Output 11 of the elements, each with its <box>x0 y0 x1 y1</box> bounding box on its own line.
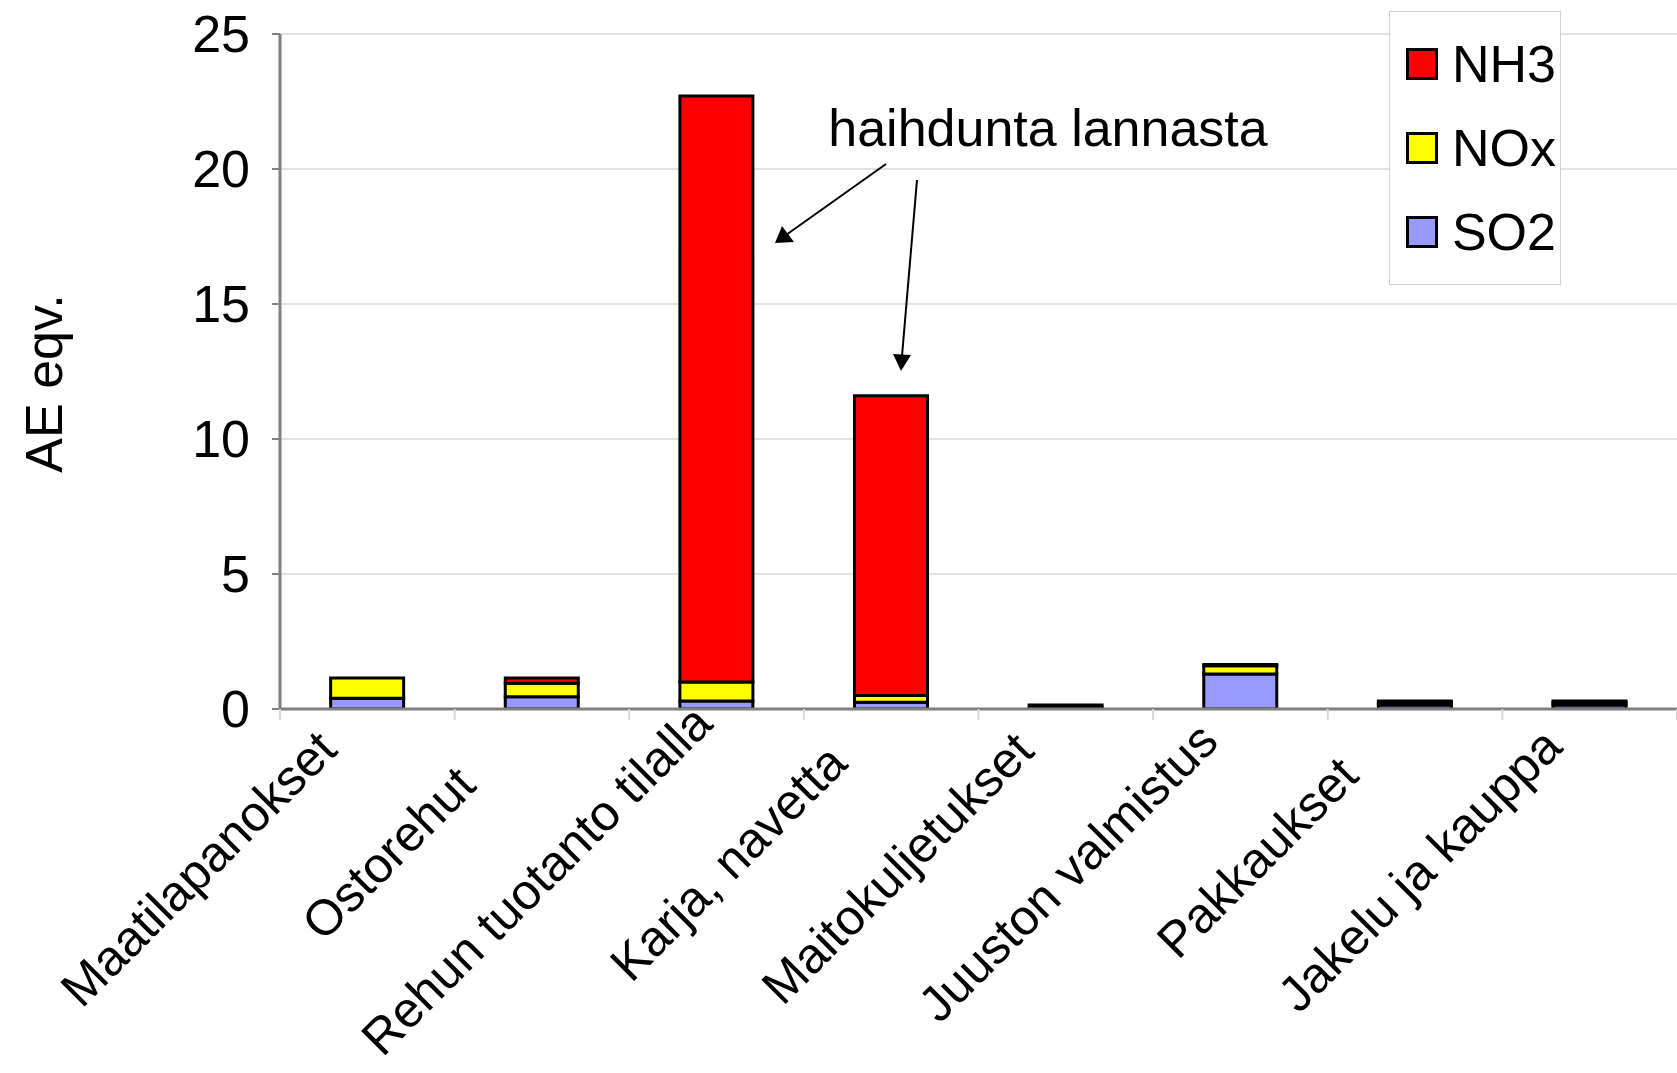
y-tick-label: 25 <box>192 5 250 64</box>
y-tick-label: 15 <box>192 275 250 334</box>
y-tick-label: 10 <box>192 410 250 469</box>
y-tick-label: 20 <box>192 140 250 199</box>
y-axis-title: AE eqv. <box>15 294 73 473</box>
legend-label: NOx <box>1451 117 1556 179</box>
annotation: haihdunta lannasta <box>828 99 1268 157</box>
legend-label: NH3 <box>1451 33 1556 95</box>
legend-label: SO2 <box>1451 201 1556 263</box>
y-tick-label: 5 <box>221 545 250 604</box>
y-tick-label: 0 <box>221 680 250 739</box>
